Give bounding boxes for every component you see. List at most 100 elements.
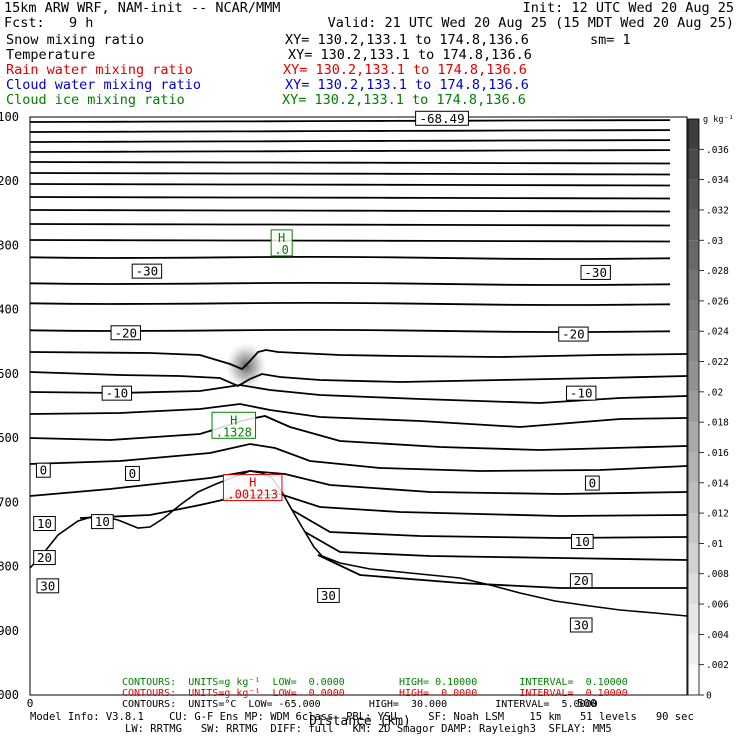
- colorbar-tick-label: .026: [706, 296, 729, 307]
- isotherm-label-text: 0: [40, 463, 48, 478]
- colorbar-swatch: [688, 179, 699, 210]
- isotherm-label-text: -68.49: [419, 111, 464, 126]
- field-xy: XY= 130.2,133.1 to 174.8,136.6: [285, 77, 529, 93]
- colorbar-tick-label: .006: [706, 600, 729, 611]
- field-xy: XY= 130.2,133.1 to 174.8,136.6: [283, 62, 527, 78]
- isotherm-label-text: 0: [589, 476, 597, 491]
- colorbar-units: g kg⁻¹: [703, 115, 734, 125]
- init-time: Init: 12 UTC Wed 20 Aug 25: [522, 0, 734, 16]
- pressure-tick-label: 500: [0, 367, 19, 381]
- distance-tick-label: 500: [577, 697, 597, 710]
- model-info-line-2: LW: RRTMG SW: RRTMG DIFF: full KM: 2D Sm…: [125, 723, 612, 735]
- isotherm-label-text: 30: [40, 578, 55, 593]
- isotherm-label: 30: [317, 587, 340, 603]
- colorbar-tick-label: .028: [706, 266, 729, 277]
- field-name: Cloud ice mixing ratio: [6, 92, 185, 108]
- colorbar-tick-label: .034: [706, 175, 729, 186]
- colorbar-tick-label: .008: [706, 569, 729, 580]
- colorbar-tick-label: .002: [706, 660, 729, 671]
- extremum-marker: H.1328: [211, 411, 257, 439]
- x-axis-title: Distance (km): [309, 714, 411, 729]
- extremum-value: .0: [274, 243, 288, 257]
- isotherm-label-text: -20: [562, 327, 585, 342]
- colorbar-swatch: [688, 543, 699, 574]
- colorbar-tick-label: .022: [706, 357, 729, 368]
- isotherm-line: [29, 403, 688, 428]
- colorbar-swatch: [688, 149, 699, 180]
- isotherm-label: 10: [91, 514, 114, 530]
- field-name: Rain water mixing ratio: [6, 62, 193, 78]
- field-name: Cloud water mixing ratio: [6, 77, 202, 93]
- colorbar-tick-label: .01: [706, 539, 723, 550]
- colorbar-swatch: [688, 482, 699, 514]
- isotherm-label-box: [580, 264, 611, 280]
- colorbar-tick-label: .036: [706, 145, 729, 156]
- isotherm-label-text: -20: [114, 325, 137, 340]
- field-xy: XY= 130.2,133.1 to 174.8,136.6: [288, 47, 532, 63]
- extremum-label: H: [278, 231, 285, 245]
- colorbar-swatch: [688, 604, 699, 635]
- isotherm-label-text: 20: [37, 550, 52, 565]
- pressure-tick-label: 900: [0, 624, 19, 638]
- colorbar-tick-label: .024: [706, 327, 729, 338]
- model-info-line-1: Model Info: V3.8.1 CU: G-F Ens MP: WDM 6…: [30, 711, 694, 723]
- isotherm-label-text: 20: [574, 573, 589, 588]
- isotherm-label-text: -10: [106, 386, 129, 401]
- extremum-box: [222, 474, 283, 502]
- isotherm-label-text: -30: [584, 265, 607, 280]
- isotherm-label-box: [110, 325, 141, 341]
- isotherm-label-box: [558, 326, 589, 342]
- extremum-box: [211, 411, 257, 439]
- pressure-tick-label: 1000: [0, 688, 19, 702]
- colorbar-swatch: [688, 270, 699, 301]
- isotherm-label-box: [101, 385, 133, 401]
- isotherm-line: [29, 239, 671, 243]
- isotherm-label-box: [33, 516, 56, 532]
- isotherm-line: [29, 371, 688, 388]
- pressure-tick-label: 200: [0, 174, 19, 188]
- colorbar-tick-label: .004: [706, 630, 729, 641]
- isotherm-line: [79, 493, 688, 519]
- colorbar-tick-label: .016: [706, 448, 729, 459]
- extremum-marker: H.0: [270, 229, 293, 257]
- extremum-label: H: [249, 476, 256, 490]
- colorbar-swatch: [688, 300, 699, 332]
- extremum-box: [270, 229, 293, 257]
- plot-frame: [29, 116, 688, 696]
- isotherm-label: -30: [131, 263, 163, 279]
- colorbar-swatch: [688, 513, 699, 544]
- field-name: Snow mixing ratio: [6, 32, 145, 48]
- isotherm-label-text: -30: [136, 264, 159, 279]
- isotherm-label: 30: [36, 578, 60, 594]
- field-name: Temperature: [6, 47, 96, 63]
- isotherm-label-box: [125, 465, 140, 481]
- isotherm-label: -68.49: [415, 110, 469, 126]
- colorbar-swatch: [688, 634, 699, 665]
- colorbar-swatch: [688, 664, 699, 695]
- colorbar-tick-label: .032: [706, 205, 729, 216]
- pressure-tick-label: 400: [0, 303, 19, 317]
- colorbar-swatch: [688, 391, 699, 423]
- isotherm-label-text: 30: [321, 588, 336, 603]
- isotherm-label-box: [566, 385, 597, 401]
- isotherm-line: [29, 415, 688, 451]
- isotherm-line: [29, 149, 671, 153]
- contour-info-ice: CONTOURS: UNITS=g kg⁻¹ LOW= 0.0000 HIGH=…: [122, 677, 628, 688]
- field-xy: XY= 130.2,133.1 to 174.8,136.6: [282, 92, 526, 108]
- isotherm-label-text: 30: [574, 617, 589, 632]
- pressure-tick-label: 800: [0, 560, 19, 574]
- contour-info-rain: CONTOURS: UNITS=g kg⁻¹ LOW= 0.0000 HIGH=…: [122, 688, 628, 699]
- isotherm-label-box: [33, 550, 56, 566]
- contour-info-temperature: CONTOURS: UNITS=°C LOW= -65.000 HIGH= 30…: [122, 699, 598, 710]
- isotherm-label: -20: [558, 326, 589, 342]
- colorbar-tick-label: .03: [706, 236, 723, 247]
- isotherm-line: [317, 554, 687, 589]
- isotherm-label: 0: [584, 475, 600, 491]
- isotherm-line: [29, 301, 671, 306]
- isotherm-line: [29, 209, 671, 213]
- distance-axis: 0 500: [27, 697, 597, 710]
- isotherm-label-box: [584, 475, 600, 491]
- isotherm-label-box: [569, 573, 593, 589]
